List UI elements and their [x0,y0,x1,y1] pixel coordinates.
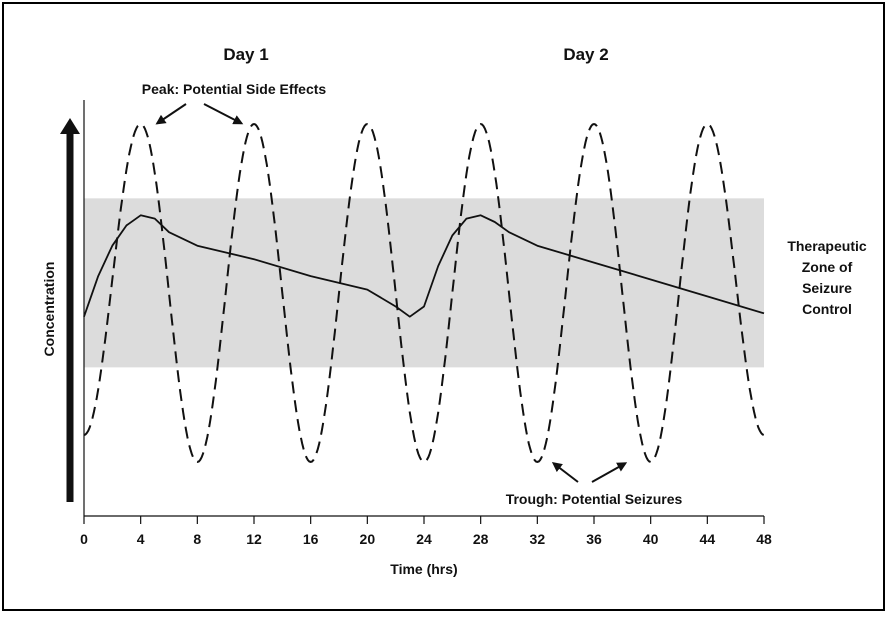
x-tick-label-12: 12 [246,531,262,547]
x-tick-label-48: 48 [756,531,772,547]
trough-arrow-right [591,462,628,483]
trough-arrow-left [551,462,579,483]
peak-arrow-left [155,103,187,125]
day-label-2: Day 2 [563,45,608,64]
band-label-line-3: Seizure [802,280,852,296]
x-tick-label-16: 16 [303,531,319,547]
series-solid-line [83,214,765,318]
day-label-1: Day 1 [223,45,268,64]
x-axis-label: Time (hrs) [390,561,457,577]
x-tick-label-28: 28 [473,531,489,547]
x-tick-label-0: 0 [80,531,88,547]
figure-frame: 0 4 8 12 16 20 24 28 32 36 40 44 48 Day 1 Day 2 Time… [2,2,885,611]
band-label-line-1: Therapeutic [787,238,867,254]
x-tick-label-20: 20 [360,531,376,547]
band-label-line-2: Zone of [802,259,853,275]
trough-annotation: Trough: Potential Seizures [506,491,683,507]
peak-arrow-right [203,103,244,125]
band-label-line-4: Control [802,301,852,317]
x-tick-label-8: 8 [193,531,201,547]
series-dashed-line [83,122,765,464]
x-tick-label-24: 24 [416,531,432,547]
x-tick-label-44: 44 [700,531,716,547]
pharmacokinetic-chart: 0 4 8 12 16 20 24 28 32 36 40 44 48 Day 1 Day 2 Time… [41,45,867,577]
x-tick-label-4: 4 [137,531,145,547]
therapeutic-zone-band [84,198,764,368]
y-axis-label: Concentration [41,262,57,357]
x-tick-label-32: 32 [530,531,546,547]
therapeutic-zone-label: Therapeutic Zone of Seizure Control [787,238,867,317]
x-tick-label-40: 40 [643,531,659,547]
x-tick-label-36: 36 [586,531,602,547]
peak-annotation: Peak: Potential Side Effects [142,81,327,97]
